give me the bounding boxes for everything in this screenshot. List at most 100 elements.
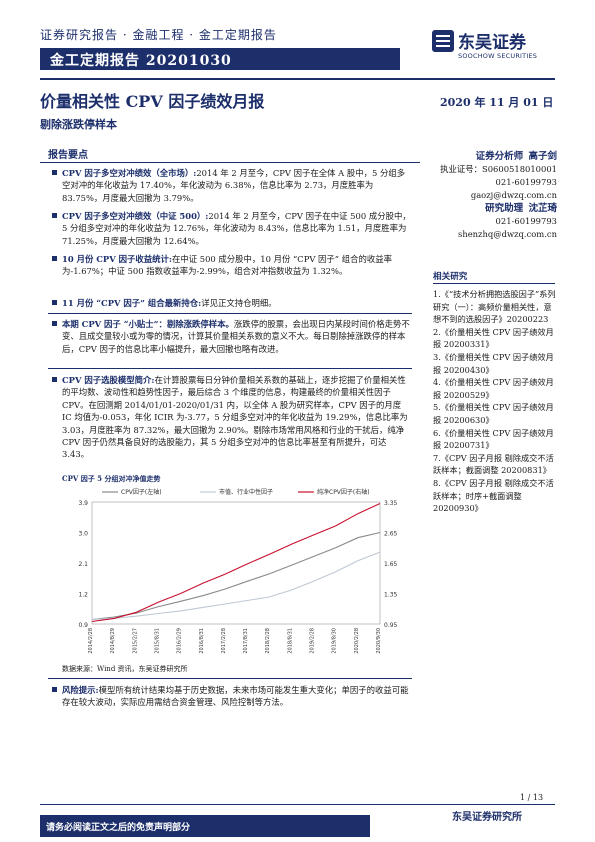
legend-label: 市值、行业中性因子: [219, 488, 273, 496]
bullet-icon: [52, 170, 57, 175]
nav-line-chart: 3.9 3.0 2.1 1.2 0.9 3.35 2.65 1.65 1.35 0.95 2014/…: [78, 488, 398, 654]
related-divider: [433, 283, 555, 284]
key-point: 10 月份 CPV 因子收益统计:在中证 500 成分股中，10 月份 “CPV…: [52, 253, 412, 278]
y-right-tick-label: 1.35: [384, 592, 398, 599]
logo-cn: 东吴证券: [458, 33, 526, 53]
related-research-heading: 相关研究: [433, 272, 468, 282]
y-left-tick-label: 3.9: [78, 500, 88, 507]
key-point-text: 详见正文持仓明细。: [201, 298, 277, 308]
page-number: 1 / 13: [520, 793, 544, 802]
x-tick-label: 2020/2/28: [354, 628, 360, 654]
divider: [48, 678, 412, 679]
series-line-1: [91, 531, 381, 621]
divider: [48, 368, 412, 369]
related-item[interactable]: 3.《价量相关性 CPV 因子绩效月报 20200430》: [433, 351, 554, 375]
company-logo: 东吴证券 SOOCHOW SECURITIES: [432, 28, 556, 64]
series-line-2: [91, 551, 381, 621]
x-tick-label: 2019/2/28: [310, 628, 316, 654]
key-point: CPV 因子选股模型简介:在计算股票每日分钟价量相关系数的基础上，逐步挖掘了价量…: [52, 374, 412, 461]
divider: [48, 313, 412, 314]
key-point: CPV 因子多空对冲绩效（全市场）:2014 年 2 月至今，CPV 因子在全体…: [52, 167, 412, 204]
logo-en: SOOCHOW SECURITIES: [458, 52, 538, 60]
risk-warning: 风险提示:模型所有统计结果均基于历史数据，未来市场可能发生重大变化；单因子的收益…: [52, 684, 412, 709]
related-item[interactable]: 2.《价量相关性 CPV 因子绩效月报 20200331》: [433, 326, 554, 350]
report-subtitle: 剔除涨跌停样本: [40, 118, 117, 131]
x-tick-label: 2014/8/29: [110, 628, 116, 654]
risk-text: 模型所有统计结果均基于历史数据，未来市场可能发生重大变化；单因子的收益可能存在较…: [62, 685, 409, 708]
key-point-lead: CPV 因子选股模型简介:: [62, 375, 155, 385]
related-research-list: 1.《“技术分析拥抱选股因子”系列研究（一）：高频价量相关性，意想不到的选股因子…: [433, 288, 557, 515]
bullet-icon: [52, 213, 57, 218]
report-date: 2020 年 11 月 01 日: [440, 96, 554, 109]
assistant-phone: 021-60199793: [495, 216, 557, 226]
key-point-text: 在计算股票每日分钟价量相关系数的基础上，逐步挖掘了价量相关性的平均数、波动性和趋…: [62, 375, 408, 460]
related-item[interactable]: 5.《价量相关性 CPV 因子绩效月报 20200630》: [433, 402, 554, 425]
bullet-icon: [52, 377, 57, 382]
key-point-lead: CPV 因子多空对冲绩效（全市场）:: [62, 168, 197, 178]
bullet-icon: [52, 687, 57, 692]
x-tick-label: 2018/2/28: [265, 628, 271, 654]
report-title: 价量相关性 CPV 因子绩效月报: [40, 92, 265, 111]
key-point: 本期 CPV 因子 “小贴士”：剔除涨跌停样本。涨跌停的股票，会出现日内某段时间…: [52, 318, 412, 355]
key-point-text: 涨跌停的股票，会出现日内某段时间价格走势不变、且成交量较小或为零的情况，计算其价…: [62, 319, 410, 354]
legend-label: 纯净CPV因子(右轴): [317, 488, 370, 496]
y-left-tick-label: 3.0: [78, 531, 88, 538]
related-item[interactable]: 8.《CPV 因子月报 剔除成交不活跃样本；时序+截面调整 20200930》: [433, 477, 554, 514]
x-tick-label: 2015/2/27: [132, 628, 138, 654]
header-divider: [40, 78, 555, 80]
risk-lead: 风险提示:: [62, 685, 99, 695]
x-tick-label: 2014/2/28: [88, 628, 94, 654]
y-right-tick-label: 1.65: [384, 561, 398, 568]
key-point-text: 2014 年 2 月至今，CPV 因子在全体 A 股中，5 分组多空对冲的年化收…: [62, 168, 406, 203]
x-tick-label: 2017/8/31: [243, 628, 249, 654]
analyst-phone: 021-60199793: [495, 177, 557, 187]
key-point-lead: 11 月份 “CPV 因子” 组合最新持仓:: [62, 298, 202, 308]
key-points-divider: [40, 162, 420, 163]
disclaimer-bar: 请务必阅读正文之后的免责声明部分: [40, 815, 370, 837]
analyst-cert: 执业证号：S0600518010001: [440, 164, 557, 174]
section-heading-key-points: 报告要点: [48, 150, 88, 161]
key-point-text: 2014 年 2 月至今，CPV 因子在中证 500 成分股中，5 分组多空对冲…: [62, 211, 411, 246]
chart-title: CPV 因子 5 分组对冲净值走势: [62, 474, 161, 483]
x-tick-label: 2015/8/31: [154, 628, 160, 654]
related-item[interactable]: 4.《价量相关性 CPV 因子绩效月报 20200529》: [433, 377, 554, 400]
key-point: CPV 因子多空对冲绩效（中证 500）:2014 年 2 月至今，CPV 因子…: [52, 210, 412, 247]
assistant-email[interactable]: shenzhq@dwzq.com.cn: [458, 229, 557, 239]
related-item[interactable]: 6.《价量相关性 CPV 因子绩效月报 20200731》: [433, 427, 554, 451]
bullet-icon: [52, 256, 57, 261]
legend-label: CPV因子(左轴): [121, 488, 162, 496]
x-tick-label: 2018/8/31: [287, 628, 293, 654]
analyst-name: 高子剑: [528, 151, 557, 162]
bullet-icon: [52, 321, 57, 326]
key-point-text: 在中证 500 成分股中，10 月份 “CPV 因子” 组合的收益率为-1.67…: [62, 254, 392, 277]
x-tick-label: 2016/8/31: [199, 628, 205, 654]
chart-source: 数据来源：Wind 资讯，东吴证券研究所: [62, 665, 188, 673]
institute-name: 东吴证券研究所: [452, 812, 522, 823]
logo-mark-icon: [432, 30, 454, 52]
x-tick-label: 2016/2/29: [177, 628, 183, 654]
report-type-bar: 金工定期报告 20201030: [40, 48, 400, 70]
plot-frame: [91, 501, 381, 625]
bullet-icon: [52, 300, 57, 305]
key-point-lead: 10 月份 CPV 因子收益统计:: [62, 254, 172, 264]
y-left-tick-label: 1.2: [78, 592, 88, 599]
y-right-tick-label: 3.35: [384, 500, 398, 507]
assistant-name: 沈芷琦: [528, 203, 557, 214]
analyst-block: 证券分析师 高子剑 执业证号：S0600518010001 021-601997…: [433, 150, 557, 241]
key-point-lead: CPV 因子多空对冲绩效（中证 500）:: [62, 211, 209, 221]
report-series-line: 证券研究报告 · 金融工程 · 金工定期报告: [40, 28, 277, 42]
y-right-tick-label: 0.95: [384, 622, 398, 629]
related-item[interactable]: 7.《CPV 因子月报 剔除成交不活跃样本；截面调整 20200831》: [433, 452, 554, 476]
key-point-lead: 本期 CPV 因子 “小贴士”：剔除涨跌停样本。: [62, 319, 234, 329]
related-item[interactable]: 1.《“技术分析拥抱选股因子”系列研究（一）：高频价量相关性，意想不到的选股因子…: [433, 289, 556, 325]
analyst-role: 证券分析师: [475, 151, 524, 162]
y-left-tick-label: 0.9: [78, 622, 88, 629]
report-type-label: 金工定期报告 20201030: [50, 53, 232, 69]
disclaimer-text: 请务必阅读正文之后的免责声明部分: [46, 823, 191, 833]
assistant-role: 研究助理: [485, 203, 524, 214]
x-tick-label: 2019/8/30: [332, 628, 338, 654]
analyst-email[interactable]: gaozj@dwzq.com.cn: [470, 190, 557, 200]
key-point: 11 月份 “CPV 因子” 组合最新持仓:详见正文持仓明细。: [52, 297, 412, 309]
y-right-tick-label: 2.65: [384, 531, 398, 538]
series-line-3: [91, 503, 381, 623]
